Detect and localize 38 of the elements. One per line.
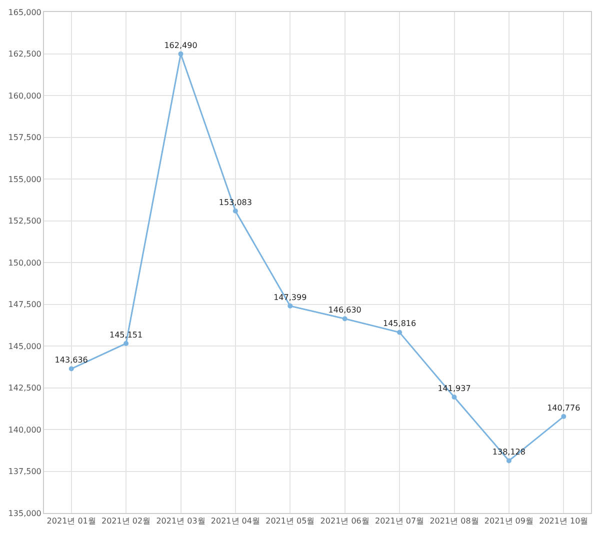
data-label: 143,636 <box>54 356 88 365</box>
x-tick-label: 2021년 06월 <box>320 516 370 526</box>
y-tick-label: 137,500 <box>8 467 42 476</box>
y-tick-label: 135,000 <box>8 508 42 518</box>
point <box>342 316 348 322</box>
y-tick-label: 147,500 <box>8 300 42 310</box>
data-label: 140,776 <box>547 403 580 412</box>
point <box>506 458 512 464</box>
point <box>561 414 566 420</box>
y-tick-label: 152,500 <box>8 216 42 226</box>
x-tick-label: 2021년 02월 <box>102 516 151 526</box>
data-label: 162,490 <box>164 40 198 50</box>
point <box>178 51 184 56</box>
y-tick-label: 160,000 <box>8 91 42 100</box>
point <box>452 394 457 400</box>
y-tick-label: 140,000 <box>8 425 42 434</box>
x-tick-label: 2021년 05월 <box>266 516 315 526</box>
point <box>288 303 293 308</box>
y-tick-label: 142,500 <box>8 384 42 393</box>
x-tick-label: 2021년 09월 <box>484 516 534 526</box>
x-tick-label: 2021년 01월 <box>46 516 96 526</box>
point <box>68 366 74 372</box>
x-tick-label: 2021년 08월 <box>430 516 479 526</box>
y-tick-label: 162,500 <box>8 50 42 59</box>
x-tick-label: 2021년 07월 <box>375 516 424 526</box>
y-tick-label: 145,000 <box>8 342 42 351</box>
y-tick-label: 165,000 <box>8 8 42 17</box>
point <box>124 340 129 346</box>
point <box>232 208 238 214</box>
y-tick-label: 155,000 <box>8 174 42 184</box>
point <box>397 330 402 335</box>
y-tick-label: 157,500 <box>8 133 42 142</box>
x-tick-label: 2021년 10월 <box>539 516 588 526</box>
data-label: 146,630 <box>328 306 362 315</box>
y-tick-label: 150,000 <box>8 258 42 268</box>
x-tick-label: 2021년 04월 <box>210 516 260 526</box>
x-tick-label: 2021년 03월 <box>156 516 206 526</box>
data-label: 145,816 <box>383 319 416 328</box>
